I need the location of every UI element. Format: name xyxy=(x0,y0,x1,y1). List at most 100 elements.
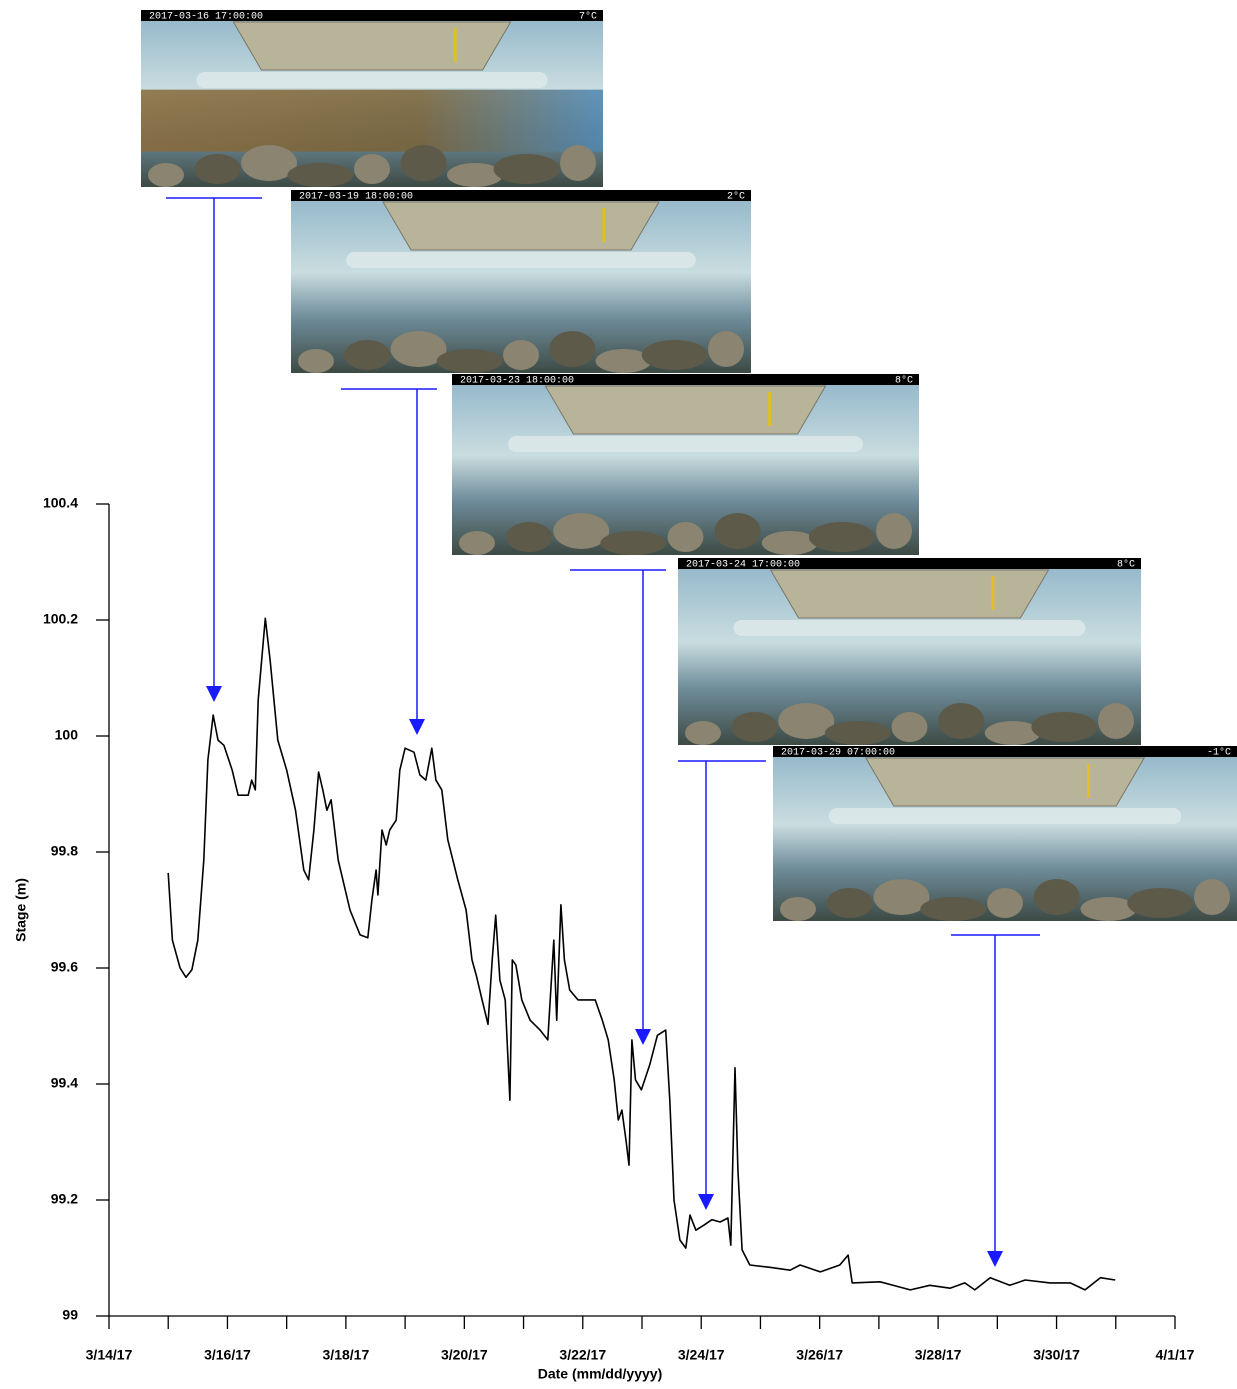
x-tick-label: 3/30/17 xyxy=(1033,1347,1080,1363)
bridge-pier xyxy=(864,757,1146,807)
rock xyxy=(553,513,610,549)
y-tick-label: 100.4 xyxy=(43,495,78,511)
photo-timestamp: 2017-03-16 17:00:00 xyxy=(149,12,263,23)
rock xyxy=(194,154,241,184)
x-tick-label: 3/26/17 xyxy=(796,1347,843,1363)
photo-timestamp: 2017-03-19 18:00:00 xyxy=(299,192,413,203)
y-axis-title: Stage (m) xyxy=(13,878,29,942)
x-tick-label: 4/1/17 xyxy=(1156,1347,1195,1363)
rock xyxy=(1080,897,1137,921)
arrow-head xyxy=(635,1029,651,1045)
rock xyxy=(876,513,912,549)
rock xyxy=(731,712,778,742)
rock xyxy=(595,349,652,373)
rock xyxy=(891,712,928,742)
rock xyxy=(761,531,818,555)
photo-temperature: -1°C xyxy=(1207,747,1231,759)
x-tick-label: 3/18/17 xyxy=(323,1347,370,1363)
rock xyxy=(287,163,354,187)
rock xyxy=(560,145,596,181)
photo: 2017-03-29 07:00:00 -1°C xyxy=(773,746,1237,921)
arrow-head xyxy=(698,1194,714,1210)
rock xyxy=(354,154,390,184)
rock xyxy=(984,721,1041,745)
y-tick-label: 99.8 xyxy=(51,843,78,859)
rock xyxy=(685,721,721,745)
rock xyxy=(1033,879,1080,915)
photo-temperature: 8°C xyxy=(1117,559,1135,571)
y-tick-label: 99.4 xyxy=(51,1075,78,1091)
y-tick-label: 100 xyxy=(55,727,79,743)
bridge-pier xyxy=(544,385,827,435)
photo: 2017-03-23 18:00:00 8°C xyxy=(452,374,919,555)
x-tick-label: 3/24/17 xyxy=(678,1347,725,1363)
photo-bar xyxy=(291,190,751,201)
rock xyxy=(873,879,930,915)
rock xyxy=(493,154,560,184)
arrow-head xyxy=(206,686,222,702)
photo: 2017-03-19 18:00:00 2°C xyxy=(291,190,751,373)
y-tick-label: 100.2 xyxy=(43,611,78,627)
rock xyxy=(400,145,447,181)
x-tick-label: 3/20/17 xyxy=(441,1347,488,1363)
photo-bar xyxy=(141,10,603,21)
rock xyxy=(503,340,539,370)
photo-timestamp: 2017-03-23 18:00:00 xyxy=(460,376,574,387)
bridge-pier xyxy=(232,21,512,71)
rock xyxy=(714,513,761,549)
ice-shelf xyxy=(346,252,696,268)
rock xyxy=(459,531,495,555)
rock xyxy=(824,721,891,745)
photo-temperature: 8°C xyxy=(895,375,913,387)
x-tick-label: 3/28/17 xyxy=(915,1347,962,1363)
photo-bar xyxy=(678,558,1141,569)
rock xyxy=(600,531,667,555)
photo: 2017-03-16 17:00:00 7°C xyxy=(141,10,603,187)
rock xyxy=(148,163,184,187)
rock xyxy=(641,340,708,370)
bridge-pier xyxy=(382,201,660,251)
x-tick-label: 3/22/17 xyxy=(559,1347,606,1363)
stage-line xyxy=(167,617,1116,1291)
ice-shelf xyxy=(733,620,1086,636)
rock xyxy=(667,522,704,552)
rock xyxy=(708,331,744,367)
rock xyxy=(780,897,816,921)
arrow-head xyxy=(409,719,425,735)
rock xyxy=(506,522,553,552)
photo-bar xyxy=(452,374,919,385)
rock xyxy=(1127,888,1194,918)
rock xyxy=(1031,712,1098,742)
photo: 2017-03-24 17:00:00 8°C xyxy=(678,558,1141,745)
ice-shelf xyxy=(508,436,863,452)
arrow-head xyxy=(987,1251,1003,1267)
rock xyxy=(808,522,875,552)
photo-timestamp: 2017-03-29 07:00:00 xyxy=(781,748,895,759)
rock xyxy=(1194,879,1230,915)
rock xyxy=(1098,703,1134,739)
rock xyxy=(987,888,1023,918)
y-tick-label: 99.6 xyxy=(51,959,78,975)
rock xyxy=(298,349,334,373)
rock xyxy=(826,888,873,918)
bridge-pier xyxy=(769,569,1050,619)
photos: 2017-03-16 17:00:00 7°C 2017-03-19 18:00:0… xyxy=(141,10,1237,921)
y-tick-label: 99.2 xyxy=(51,1191,78,1207)
rock xyxy=(344,340,391,370)
x-tick-label: 3/16/17 xyxy=(204,1347,251,1363)
x-tick-label: 3/14/17 xyxy=(86,1347,133,1363)
photo-bar xyxy=(773,746,1237,757)
rock xyxy=(549,331,596,367)
photo-temperature: 7°C xyxy=(579,11,597,23)
y-tick-label: 99 xyxy=(62,1307,78,1323)
rock xyxy=(778,703,835,739)
rock xyxy=(390,331,447,367)
ice-shelf xyxy=(828,808,1182,824)
photo-timestamp: 2017-03-24 17:00:00 xyxy=(686,560,800,571)
x-axis-title: Date (mm/dd/yyyy) xyxy=(538,1366,662,1382)
photo-water xyxy=(141,89,603,152)
ice-shelf xyxy=(196,72,548,88)
rock xyxy=(938,703,985,739)
rock xyxy=(447,163,503,187)
